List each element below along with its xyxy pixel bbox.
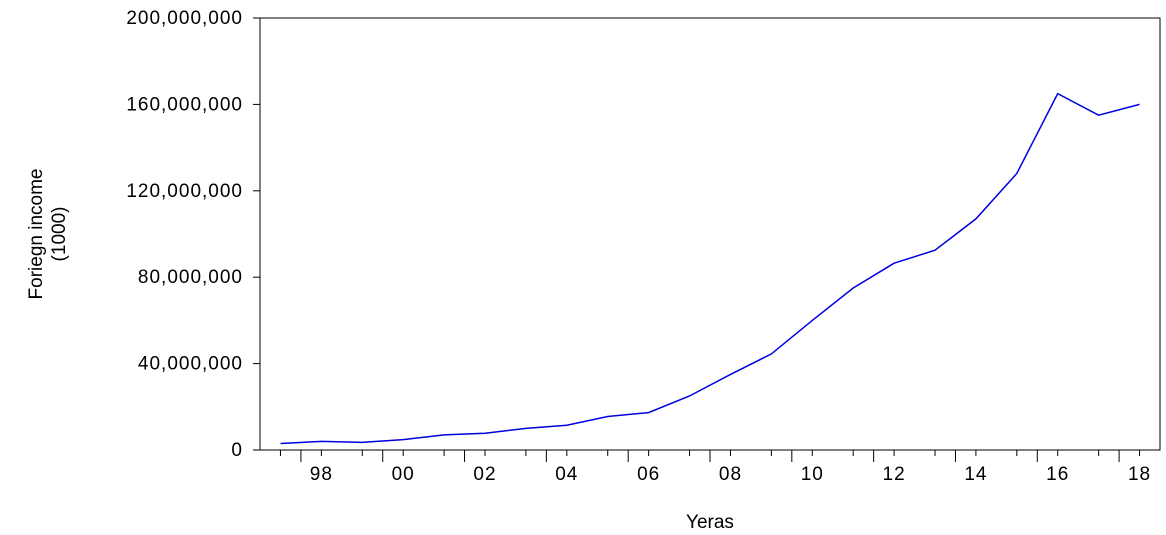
x-tick-label: 14 bbox=[964, 464, 987, 485]
x-axis-title: Yeras bbox=[686, 512, 734, 533]
x-tick-label: 04 bbox=[555, 464, 578, 485]
x-tick-label: 02 bbox=[473, 464, 496, 485]
x-tick-label: 98 bbox=[310, 464, 333, 485]
y-tick-label: 120,000,000 bbox=[126, 181, 243, 202]
y-axis-ticks: 0 40,000,000 80,000,000 120,000,000 160,000,… bbox=[126, 8, 260, 461]
y-tick-label: 80,000,000 bbox=[138, 267, 243, 288]
x-tick-label: 00 bbox=[392, 464, 415, 485]
y-axis-title-line-2: (1000) bbox=[49, 207, 70, 262]
x-tick-label: 08 bbox=[719, 464, 742, 485]
x-tick-label: 06 bbox=[637, 464, 660, 485]
y-tick-label: 160,000,000 bbox=[126, 94, 243, 115]
series-line-foreign-income bbox=[280, 92, 1140, 445]
x-tick-label: 18 bbox=[1128, 464, 1151, 485]
y-tick-label: 0 bbox=[231, 440, 243, 461]
y-axis-title-line-1: Foriegn income bbox=[26, 169, 47, 300]
y-tick-label: 40,000,000 bbox=[138, 354, 243, 375]
x-tick-label: 10 bbox=[801, 464, 824, 485]
x-tick-label: 16 bbox=[1046, 464, 1069, 485]
x-tick-label: 12 bbox=[883, 464, 906, 485]
x-axis-ticks: 98 00 02 04 06 08 10 12 14 16 18 bbox=[279, 450, 1151, 485]
y-tick-label: 200,000,000 bbox=[126, 8, 243, 29]
